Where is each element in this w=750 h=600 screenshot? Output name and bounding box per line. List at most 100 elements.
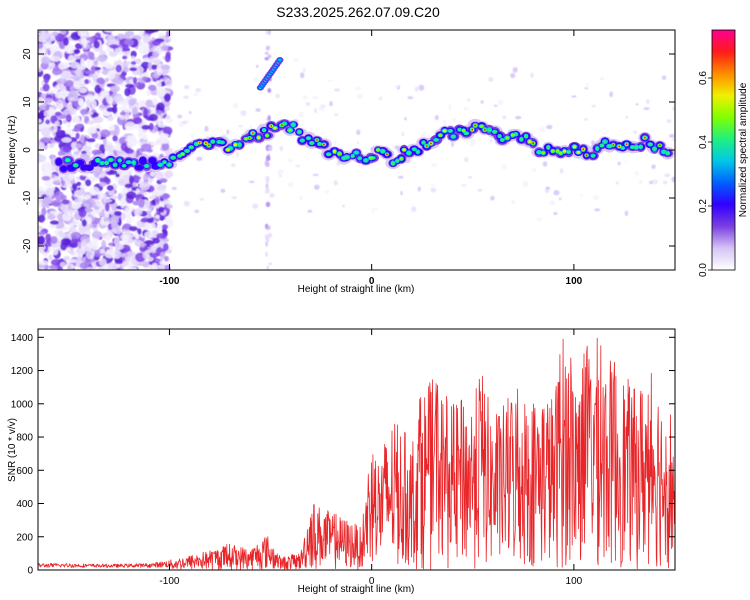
noise-blob [93,60,99,67]
noise-blob [79,134,85,144]
colorbar-ticks: 0.0 0.2 0.4 0.6 [698,71,712,277]
noise-blob [264,51,269,55]
noise-blob [430,163,438,168]
ridge-blob [648,142,653,147]
noise-blob [661,75,667,80]
noise-blob [138,198,145,208]
ridge-blob [210,140,215,144]
ridge-blob [134,164,144,171]
noise-blob [135,58,142,65]
noise-blob [141,261,150,268]
noise-blob [105,63,114,69]
noise-blob [81,240,87,248]
noise-blob [268,262,273,266]
noise-blob [530,72,534,78]
noise-blob [38,260,49,266]
noise-blob [48,224,57,229]
noise-blob [269,193,275,198]
noise-blob [625,160,628,164]
noise-blob [101,239,107,250]
ridge-blob [603,140,607,144]
noise-blob [80,58,85,67]
ridge-blob [524,134,529,139]
snr-y-tick-label: 1400 [11,333,34,344]
ridge-blob [317,142,322,146]
ridge-blob [122,164,126,168]
noise-blob [98,78,106,85]
noise-blob [38,231,46,236]
noise-blob [83,38,88,49]
noise-blob [267,88,272,93]
noise-blob [262,191,267,194]
noise-blob [71,141,77,149]
noise-blob [137,228,142,235]
ridge-hotspot [555,149,560,153]
noise-blob [91,99,97,109]
noise-blob [120,198,126,209]
ridge-hotspot [376,148,380,152]
noise-blob [549,200,556,206]
noise-blob [85,141,93,147]
noise-blob [146,217,154,224]
noise-blob [138,132,145,138]
noise-blob [112,135,118,142]
noise-blob [73,92,79,100]
noise-blob [252,203,259,209]
noise-blob [43,110,49,117]
noise-blob [107,70,116,80]
noise-blob [92,116,104,123]
noise-blob [148,205,153,210]
noise-blob [374,206,378,211]
noise-blob [104,30,115,33]
ridge-peak [474,124,477,127]
noise-blob [238,125,243,128]
noise-blob [122,170,128,176]
ridge-peak [251,132,254,134]
noise-blob [41,161,53,171]
noise-blob [38,67,43,72]
noise-blob [266,116,269,122]
noise-blob [59,73,70,79]
ridge-blob [238,142,241,147]
ridge-blob [487,128,491,132]
noise-blob [671,107,675,111]
ridge-peak [618,145,621,148]
noise-blob [634,171,639,176]
noise-blob [77,241,82,248]
noise-blob [81,145,92,152]
noise-blob [580,193,583,198]
noise-blob [103,217,110,222]
ridge-peak [198,141,201,144]
noise-blob [108,216,120,224]
noise-blob [40,137,51,144]
ridge-blob [65,158,70,162]
noise-blob [255,64,259,68]
noise-blob [38,214,46,223]
spectrogram-y-axis-label: Frequency (Hz) [7,116,18,185]
ridge-peak [582,148,585,151]
ridge-blob [162,160,167,164]
noise-blob [143,107,148,117]
noise-blob [113,236,121,246]
noise-blob [62,212,72,222]
noise-blob [54,120,60,126]
noise-blob [65,248,72,253]
noise-blob [163,243,169,252]
noise-blob [232,102,239,109]
noise-blob [122,231,132,237]
noise-blob [50,236,58,244]
snr-x-axis-label: Height of straight line (km) [298,584,415,595]
noise-blob [583,118,589,121]
noise-blob [78,87,88,94]
noise-blob [267,54,272,59]
noise-blob [70,231,82,240]
noise-blob [327,79,333,82]
noise-blob [617,161,621,166]
noise-blob [61,199,70,205]
noise-blob [161,136,169,144]
noise-blob [584,87,589,90]
noise-blob [265,251,269,258]
noise-blob [298,195,303,200]
ridge-blob [60,165,67,172]
noise-blob [75,247,86,256]
